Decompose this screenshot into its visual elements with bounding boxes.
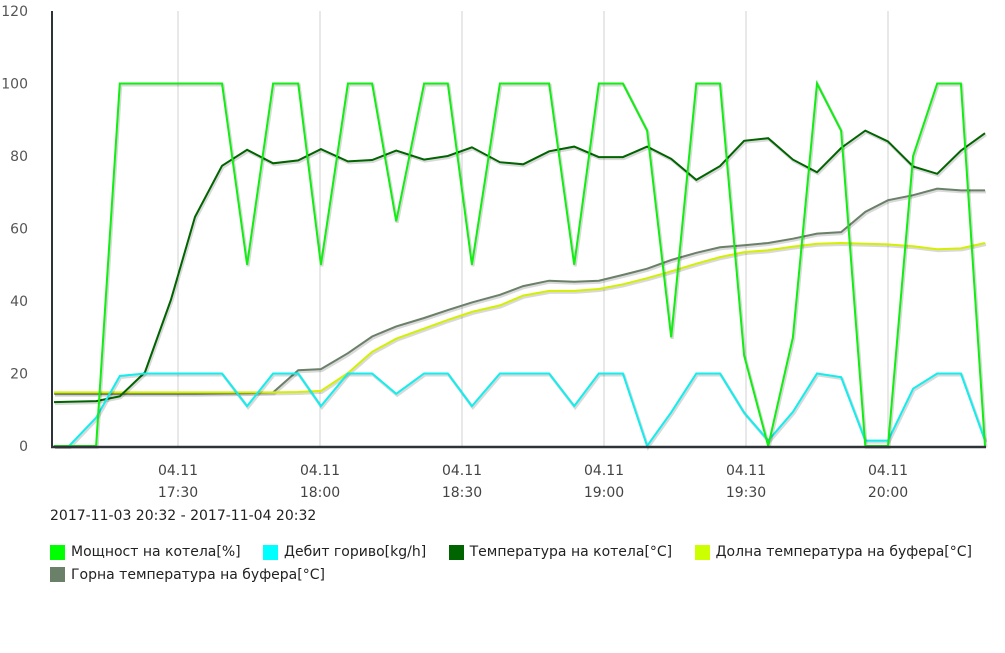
y-tick-label: 80 bbox=[10, 149, 28, 165]
x-tick-time: 18:00 bbox=[300, 485, 340, 500]
legend-item-lower-buffer-temp[interactable]: Долна температура на буфера[°C] bbox=[694, 541, 972, 563]
series-shadow bbox=[55, 373, 988, 451]
series-shadow bbox=[55, 188, 986, 397]
series-line-0 bbox=[54, 79, 986, 447]
legend-item-fuel-rate[interactable]: Дебит гориво[kg/h] bbox=[263, 541, 426, 563]
x-tick-date: 04.11 bbox=[726, 463, 766, 479]
x-tick-date: 04.11 bbox=[584, 463, 624, 479]
line-chart: 0 20 40 60 80 100 120 04.11 17:30 04.11 18:00 04.1… bbox=[1, 4, 988, 500]
legend-label: Температура на котела[°C] bbox=[469, 544, 673, 560]
x-tick-date: 04.11 bbox=[300, 463, 340, 479]
legend-swatch bbox=[448, 544, 464, 560]
legend-swatch bbox=[263, 544, 279, 560]
series-line-3 bbox=[54, 241, 986, 394]
legend-item-boiler-temp[interactable]: Температура на котела[°C] bbox=[448, 541, 673, 563]
legend-item-boiler-power[interactable]: Мощност на котела[%] bbox=[50, 541, 241, 563]
series-shadow bbox=[54, 130, 987, 406]
legend-label: Горна температура на буфера[°C] bbox=[71, 566, 325, 583]
x-tick-time: 20:00 bbox=[868, 485, 908, 500]
x-tick-time: 18:30 bbox=[442, 485, 482, 500]
x-tick-date: 04.11 bbox=[868, 463, 908, 479]
y-tick-label: 0 bbox=[19, 439, 28, 455]
series-line-1 bbox=[54, 372, 986, 449]
date-range: 2017-11-03 20:32 - 2017-11-04 20:32 bbox=[50, 508, 317, 524]
legend-label: Долна температура на буфера[°C] bbox=[715, 544, 972, 560]
legend-item-upper-buffer-temp[interactable]: Горна температура на буфера[°C] bbox=[50, 564, 325, 586]
x-tick-time: 17:30 bbox=[158, 485, 198, 500]
series-line-4 bbox=[54, 187, 985, 395]
legend-label: Мощност на котела[%] bbox=[71, 544, 241, 560]
legend: Мощност на котела[%] Дебит гориво[kg/h] … bbox=[50, 541, 990, 586]
series-line-2 bbox=[53, 129, 986, 404]
legend-label: Дебит гориво[kg/h] bbox=[284, 544, 427, 560]
x-tick-time: 19:30 bbox=[726, 485, 766, 500]
y-tick-label: 60 bbox=[10, 222, 28, 238]
series-shadow bbox=[55, 242, 987, 396]
y-tick-label: 20 bbox=[10, 367, 28, 383]
y-tick-label: 120 bbox=[1, 4, 28, 20]
legend-swatch bbox=[694, 544, 710, 560]
legend-swatch bbox=[50, 544, 65, 560]
y-tick-label: 100 bbox=[1, 77, 28, 93]
y-tick-label: 40 bbox=[10, 294, 28, 310]
x-tick-date: 04.11 bbox=[158, 463, 198, 479]
x-tick-date: 04.11 bbox=[442, 463, 482, 479]
legend-swatch bbox=[50, 567, 65, 582]
x-tick-time: 19:00 bbox=[584, 485, 624, 500]
